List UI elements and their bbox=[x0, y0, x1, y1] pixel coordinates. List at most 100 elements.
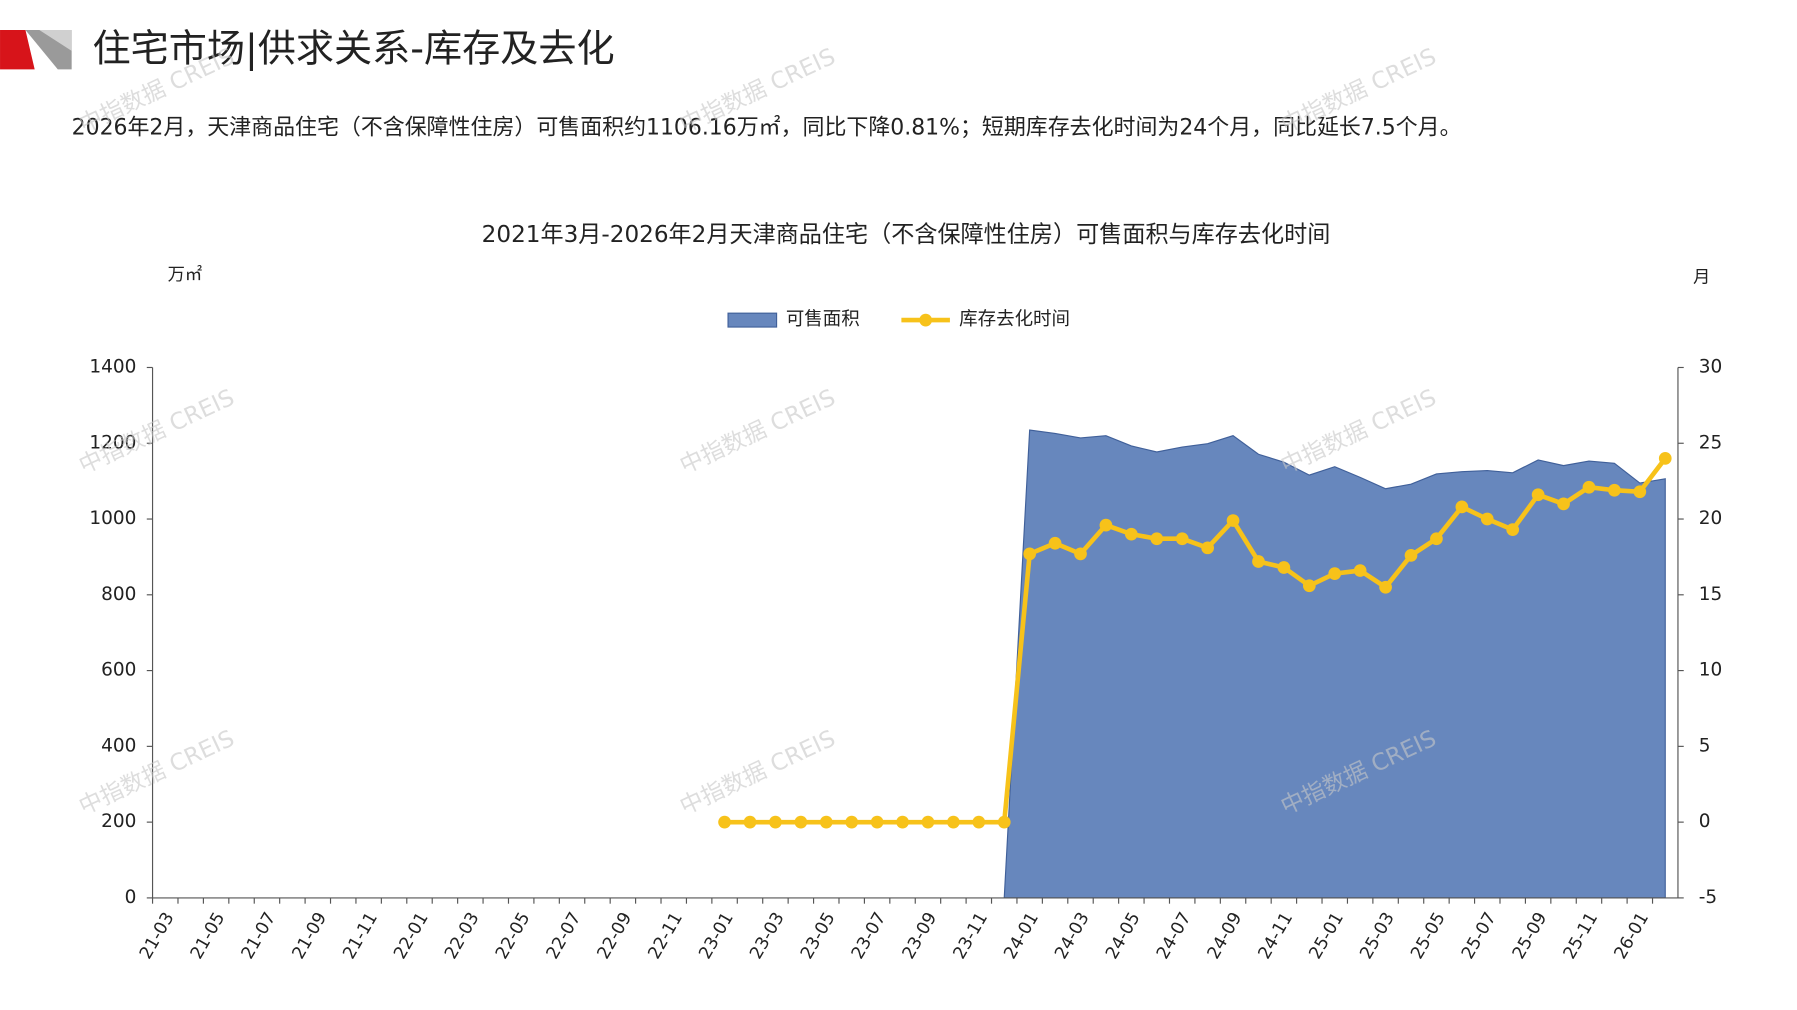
point bbox=[1608, 483, 1621, 497]
y-tick-label: 800 bbox=[101, 584, 136, 605]
watermark: 中指数据 CREIS bbox=[676, 385, 839, 480]
x-tick-label: 24-07 bbox=[1153, 909, 1196, 963]
point bbox=[743, 815, 757, 829]
point bbox=[1048, 536, 1062, 550]
logo-red bbox=[0, 30, 35, 70]
y-tick-label: 0 bbox=[125, 887, 137, 908]
legend-label: 库存去化时间 bbox=[959, 309, 1070, 330]
point bbox=[1023, 547, 1037, 561]
x-tick-label: 24-03 bbox=[1051, 909, 1094, 963]
point bbox=[896, 815, 909, 829]
point bbox=[769, 815, 782, 829]
x-tick-label: 25-01 bbox=[1306, 909, 1349, 963]
point bbox=[819, 815, 833, 829]
point bbox=[1150, 532, 1164, 546]
point bbox=[1455, 500, 1469, 514]
watermark: 中指数据 CREIS bbox=[75, 726, 238, 821]
x-tick-label: 23-11 bbox=[950, 909, 993, 963]
point bbox=[997, 815, 1011, 829]
y-tick-label: 1000 bbox=[89, 508, 136, 529]
point bbox=[1252, 555, 1265, 568]
y2-axis-label: 月 bbox=[1693, 267, 1710, 287]
x-tick-label: 21-05 bbox=[187, 909, 230, 963]
point bbox=[1430, 532, 1443, 546]
point bbox=[718, 815, 731, 829]
y-axis-label: 万㎡ bbox=[168, 265, 203, 285]
point bbox=[1074, 547, 1087, 561]
chart-title: 2021年3月-2026年2月天津商品住宅（不含保障性住房）可售面积与库存去化时… bbox=[482, 222, 1331, 248]
point bbox=[972, 815, 986, 829]
point bbox=[1658, 452, 1672, 465]
x-tick-label: 24-11 bbox=[1255, 909, 1298, 963]
legend-swatch bbox=[919, 313, 933, 327]
x-tick-label: 23-05 bbox=[797, 909, 840, 963]
plot: 0 200 400 600 800 1000 1200 1400 -5 0 5 10 15 20 25 30 2… bbox=[89, 309, 1722, 963]
watermark: 中指数据 CREIS bbox=[676, 726, 839, 821]
y2-tick-label: 15 bbox=[1699, 584, 1723, 605]
x-tick-label: 22-05 bbox=[492, 909, 535, 963]
point bbox=[1124, 527, 1138, 541]
y-tick-label: 600 bbox=[101, 660, 136, 681]
x-tick-label: 23-03 bbox=[746, 909, 789, 963]
point bbox=[1201, 541, 1214, 555]
y2-tick-label: 30 bbox=[1699, 356, 1723, 377]
x-tick-label: 22-07 bbox=[543, 909, 586, 963]
point bbox=[947, 815, 960, 829]
legend-label: 可售面积 bbox=[786, 309, 860, 330]
x-tick-label: 25-07 bbox=[1458, 909, 1501, 963]
watermark: 中指数据 CREIS bbox=[1277, 385, 1440, 480]
point bbox=[1404, 549, 1418, 562]
summary: 2026年2月，天津商品住宅（不含保障性住房）可售面积约1106.16万㎡，同比… bbox=[72, 114, 1462, 140]
point bbox=[845, 815, 859, 829]
point bbox=[870, 815, 884, 829]
area bbox=[1003, 429, 1666, 899]
point bbox=[1557, 497, 1570, 511]
point bbox=[1277, 561, 1291, 574]
y2-tick-label: 5 bbox=[1699, 735, 1711, 756]
y2-tick-label: -5 bbox=[1699, 887, 1717, 908]
x-tick-label: 21-11 bbox=[339, 909, 382, 963]
y-tick-label: 1400 bbox=[89, 356, 136, 377]
point bbox=[1353, 564, 1367, 577]
point bbox=[1226, 514, 1240, 527]
point bbox=[1099, 518, 1113, 532]
point bbox=[1175, 532, 1189, 546]
point bbox=[1531, 488, 1545, 502]
x-tick-label: 22-11 bbox=[645, 909, 688, 963]
point bbox=[1480, 512, 1494, 526]
x-tick-label: 25-09 bbox=[1509, 909, 1552, 963]
y2-tick-label: 10 bbox=[1699, 660, 1723, 681]
x-tick-label: 24-09 bbox=[1204, 909, 1247, 963]
y2-tick-label: 25 bbox=[1699, 432, 1723, 453]
point bbox=[1379, 580, 1392, 594]
x-tick-label: 22-09 bbox=[594, 909, 637, 963]
point bbox=[921, 815, 935, 829]
point bbox=[1633, 485, 1647, 499]
x-tick-label: 25-11 bbox=[1560, 909, 1603, 963]
point bbox=[1328, 567, 1342, 580]
x-tick-label: 21-07 bbox=[238, 909, 281, 963]
point bbox=[794, 815, 808, 829]
x-tick-label: 23-01 bbox=[695, 909, 738, 963]
point bbox=[1506, 523, 1520, 536]
point bbox=[1582, 480, 1596, 494]
x-tick-label: 26-01 bbox=[1611, 909, 1654, 963]
x-tick-label: 21-03 bbox=[136, 909, 179, 963]
y2-tick-label: 20 bbox=[1699, 508, 1723, 529]
x-tick-label: 24-05 bbox=[1102, 909, 1145, 963]
legend-swatch bbox=[727, 312, 778, 328]
x-tick-label: 22-03 bbox=[441, 909, 484, 963]
x-tick-label: 21-09 bbox=[289, 909, 332, 963]
y-tick-label: 1200 bbox=[89, 432, 136, 453]
y-tick-label: 400 bbox=[101, 735, 136, 756]
x-tick-label: 25-05 bbox=[1407, 909, 1450, 963]
x-tick-label: 22-01 bbox=[390, 909, 433, 963]
y2-tick-label: 0 bbox=[1699, 811, 1711, 832]
x-tick-label: 24-01 bbox=[1000, 909, 1043, 963]
point bbox=[1302, 579, 1316, 593]
x-tick-label: 23-09 bbox=[899, 909, 942, 963]
heading: 住宅市场|供求关系-库存及去化 bbox=[92, 26, 614, 71]
y-tick-label: 200 bbox=[101, 811, 136, 832]
